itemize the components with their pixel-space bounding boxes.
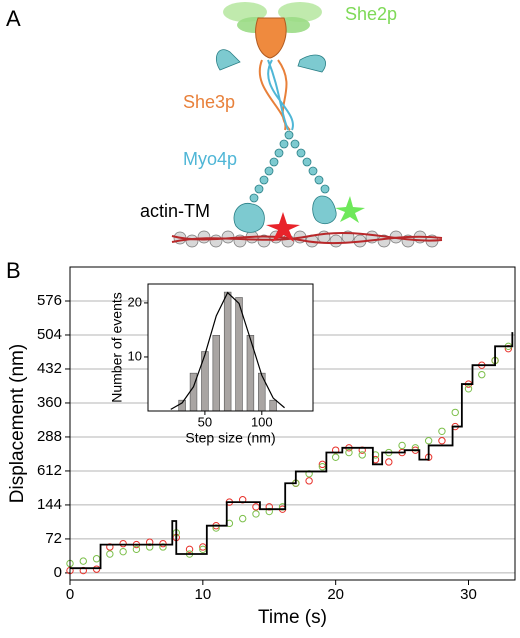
y-tick-label: 72: [45, 530, 62, 547]
diagram-label: Myo4p: [183, 149, 237, 169]
panel-letter: A: [6, 6, 21, 31]
x-axis-label: Step size (nm): [185, 430, 275, 446]
x-tick-label: 30: [460, 586, 477, 603]
data-point: [252, 510, 260, 518]
diagram-label: She3p: [183, 92, 235, 112]
panel-letter: B: [6, 258, 21, 283]
y-tick-label: 20: [128, 294, 142, 309]
data-point: [464, 385, 473, 393]
y-tick-label: 576: [37, 292, 62, 309]
data-point: [345, 448, 353, 457]
data-point: [185, 545, 194, 554]
y-tick-label: 360: [37, 394, 62, 411]
y-tick-label: 288: [37, 428, 62, 445]
x-axis-label: Time (s): [258, 607, 327, 628]
data-point: [398, 441, 406, 450]
x-tick-label: 10: [194, 586, 211, 603]
data-point: [132, 545, 141, 554]
step-line: [70, 332, 514, 570]
data-point: [119, 547, 127, 556]
bar: [212, 335, 220, 412]
data-point: [438, 437, 446, 445]
bar: [178, 399, 186, 412]
fit-curve: [170, 291, 285, 410]
x-tick-label: 50: [198, 414, 212, 429]
diagram-label: She2p: [345, 4, 397, 24]
y-tick-label: 0: [54, 564, 62, 581]
plot-frame: [69, 266, 516, 581]
motor-diagram: [171, 2, 443, 248]
y-tick-label: 10: [128, 348, 142, 363]
bar: [269, 399, 277, 412]
data-point: [238, 514, 247, 523]
bar: [223, 291, 232, 412]
data-point: [331, 453, 340, 461]
y-tick-label: 504: [37, 326, 62, 343]
x-tick-label: 100: [251, 414, 273, 429]
data-point: [451, 408, 459, 417]
diagram-label: actin-TM: [140, 201, 210, 221]
y-axis-label: Number of events: [109, 292, 125, 403]
x-tick-label: 0: [66, 586, 74, 603]
data-point: [79, 557, 87, 565]
data-point: [478, 370, 486, 379]
y-tick-label: 144: [37, 496, 62, 513]
data-point: [385, 458, 393, 466]
inset-frame: [147, 283, 314, 412]
y-tick-label: 612: [37, 462, 62, 479]
data-point: [424, 437, 433, 445]
data-point: [305, 477, 313, 485]
data-point: [106, 550, 114, 558]
data-point: [92, 565, 101, 573]
data-point: [438, 427, 446, 435]
data-point: [159, 539, 167, 548]
x-tick-label: 20: [327, 586, 344, 603]
y-axis-label: Displacement (nm): [7, 344, 28, 503]
data-point: [119, 539, 127, 548]
y-tick-label: 432: [37, 360, 62, 377]
bar: [235, 297, 243, 412]
data-point: [358, 451, 366, 459]
